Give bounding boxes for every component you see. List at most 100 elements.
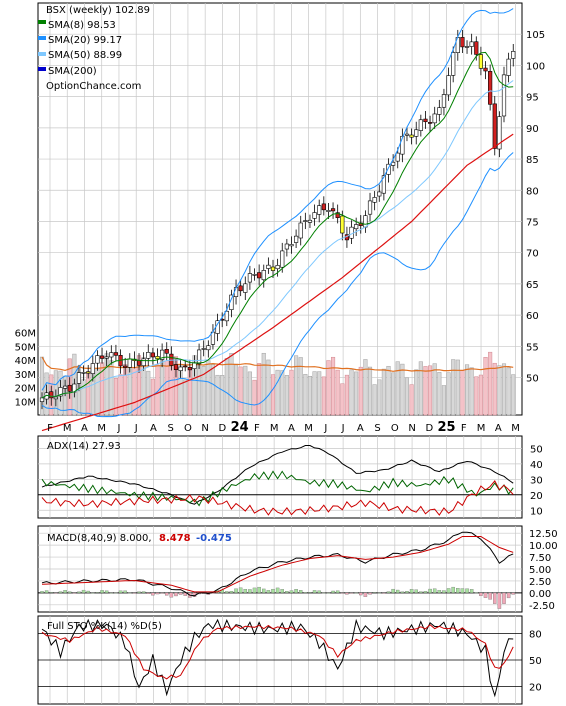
macd-histogram-bar bbox=[243, 589, 248, 594]
macd-tick-label: 0.00 bbox=[529, 589, 551, 600]
volume-bar bbox=[215, 374, 220, 416]
macd-histogram-bar bbox=[386, 591, 391, 594]
macd-histogram-bar bbox=[382, 592, 386, 594]
legend-sma8: SMA(8) 98.53 bbox=[48, 20, 116, 31]
volume-bar bbox=[423, 366, 428, 416]
volume-bar bbox=[118, 374, 123, 416]
adx-series-minus-di bbox=[41, 480, 514, 516]
volume-bar bbox=[349, 369, 354, 416]
candle-body bbox=[178, 366, 183, 371]
macd-histogram-bar bbox=[303, 592, 308, 594]
price-tick-label: 95 bbox=[526, 93, 539, 104]
macd-histogram-bar bbox=[109, 592, 114, 594]
volume-bar bbox=[312, 371, 317, 416]
macd-histogram-bar bbox=[49, 592, 53, 594]
volume-bar bbox=[381, 368, 386, 416]
adx-series-adx bbox=[41, 445, 514, 505]
x-axis-label: J bbox=[134, 423, 138, 434]
candle-body bbox=[460, 37, 465, 48]
stochastic-lines bbox=[41, 618, 514, 698]
volume-bar bbox=[432, 363, 437, 416]
macd-histogram-bar bbox=[104, 590, 109, 594]
watermark: OptionChance.com bbox=[46, 81, 141, 92]
x-axis-label: S bbox=[374, 423, 380, 434]
candle-body bbox=[183, 365, 188, 368]
x-axis-label: O bbox=[391, 423, 399, 434]
macd-histogram-bar bbox=[368, 592, 372, 595]
candle-body bbox=[187, 367, 192, 371]
volume-bar bbox=[340, 383, 345, 416]
macd-histogram-bar bbox=[174, 592, 178, 597]
macd-histogram-bar bbox=[160, 592, 164, 594]
volume-bar bbox=[492, 362, 497, 416]
legend: BSX (weekly) 102.89 SMA(8) 98.53 SMA(20)… bbox=[38, 5, 150, 92]
stochastic-panel: 20 50 80 Full STO %K(14) %D(5) bbox=[37, 615, 542, 705]
volume-bar bbox=[220, 375, 225, 416]
candle-body bbox=[160, 349, 165, 360]
volume-tick-label: 30M bbox=[15, 370, 36, 381]
volume-bar bbox=[229, 353, 234, 416]
candle-body bbox=[293, 235, 299, 243]
candle-body bbox=[206, 345, 211, 351]
stochastic-d-line bbox=[41, 624, 514, 680]
x-axis-label: A bbox=[81, 423, 88, 434]
macd-histogram-bar bbox=[423, 591, 428, 594]
volume-bar bbox=[294, 355, 299, 416]
sma8-line bbox=[41, 51, 514, 399]
candle-body bbox=[113, 352, 119, 356]
volume-bar bbox=[367, 366, 373, 416]
macd-histogram-bar bbox=[354, 592, 358, 594]
legend-swatch-sma200 bbox=[38, 67, 46, 71]
volume-bar bbox=[501, 363, 507, 416]
macd-histogram-bar bbox=[497, 592, 502, 609]
macd-histogram-bar bbox=[326, 592, 331, 594]
candle-body bbox=[400, 135, 405, 155]
candle-body bbox=[497, 116, 502, 150]
macd-histogram-bar bbox=[169, 592, 174, 598]
candle-body bbox=[266, 264, 271, 269]
volume-bar bbox=[284, 375, 289, 416]
macd-histogram-bar bbox=[322, 592, 326, 594]
volume-bar bbox=[109, 360, 114, 416]
moving-averages bbox=[41, 8, 514, 432]
macd-histogram-bar bbox=[465, 588, 469, 594]
candle-body bbox=[136, 360, 142, 366]
volume-bar bbox=[414, 369, 419, 416]
volume-bar bbox=[317, 371, 322, 416]
candle-body bbox=[196, 349, 202, 365]
macd-histogram-bar bbox=[493, 592, 497, 604]
volume-bar bbox=[354, 371, 359, 416]
macd-histogram-value: -0.475 bbox=[196, 533, 232, 544]
candle-body bbox=[289, 244, 294, 247]
macd-histogram-bar bbox=[234, 588, 238, 594]
macd-histogram-bar bbox=[77, 591, 81, 594]
volume-bar bbox=[183, 379, 188, 416]
x-axis-label: 25 bbox=[438, 420, 456, 435]
volume-bar bbox=[395, 361, 400, 416]
x-axis-label: N bbox=[408, 423, 415, 434]
legend-swatch-sma8 bbox=[38, 20, 46, 24]
price-tick-label: 105 bbox=[526, 30, 545, 41]
adx-panel: 10 20 30 40 50 ADX(14) 27.93 bbox=[37, 435, 543, 519]
volume-bar bbox=[511, 374, 516, 416]
macd-histogram-bar bbox=[58, 591, 63, 594]
volume-bar bbox=[488, 351, 493, 416]
x-axis-label: J bbox=[116, 423, 120, 434]
volume-bar bbox=[451, 359, 456, 416]
volume-bar bbox=[469, 367, 474, 416]
candle-body bbox=[49, 391, 54, 399]
x-axis-label: S bbox=[168, 423, 174, 434]
macd-histogram-bar bbox=[44, 590, 49, 594]
macd-histogram-bar bbox=[238, 587, 243, 594]
candle-body bbox=[321, 203, 326, 211]
price-tick-label: 80 bbox=[526, 186, 539, 197]
macd-histogram-bar bbox=[72, 592, 77, 594]
macd-histogram-bar bbox=[488, 592, 492, 600]
legend-sma200: SMA(200) bbox=[48, 66, 97, 77]
volume-bar bbox=[307, 375, 313, 416]
candle-body bbox=[317, 205, 322, 215]
volume-bar bbox=[266, 359, 271, 416]
macd-line bbox=[41, 531, 514, 597]
macd-histogram-bar bbox=[257, 586, 261, 594]
